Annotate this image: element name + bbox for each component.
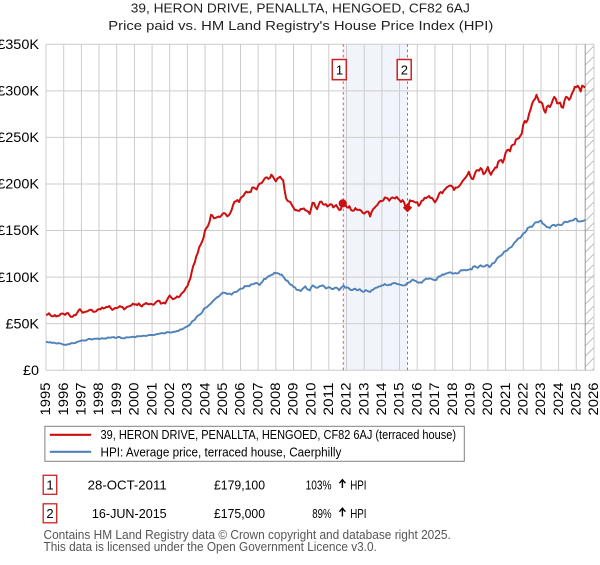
svg-text:2012: 2012	[339, 383, 354, 416]
svg-text:16-JUN-2015: 16-JUN-2015	[92, 506, 167, 521]
svg-text:1998: 1998	[91, 383, 106, 416]
svg-text:2011: 2011	[321, 383, 336, 416]
svg-text:2004: 2004	[197, 382, 212, 416]
svg-text:2026: 2026	[586, 383, 600, 416]
svg-text:HPI: HPI	[350, 506, 366, 521]
svg-text:2000: 2000	[127, 383, 142, 416]
svg-text:2023: 2023	[533, 383, 548, 416]
svg-text:This data is licensed under th: This data is licensed under the Open Gov…	[44, 540, 377, 554]
svg-text:2003: 2003	[180, 383, 195, 416]
svg-text:1995: 1995	[38, 383, 53, 416]
svg-text:HPI: HPI	[350, 477, 366, 492]
svg-text:2022: 2022	[516, 383, 531, 416]
svg-text:1: 1	[46, 477, 53, 492]
svg-text:1999: 1999	[109, 383, 124, 416]
svg-text:Price paid vs. HM Land Registr: Price paid vs. HM Land Registry's House …	[108, 18, 493, 33]
svg-text:2013: 2013	[356, 383, 371, 416]
svg-text:2001: 2001	[144, 383, 159, 416]
svg-text:£200K: £200K	[0, 177, 39, 192]
svg-text:2025: 2025	[569, 383, 584, 416]
svg-text:2009: 2009	[286, 383, 301, 416]
svg-text:£100K: £100K	[0, 270, 39, 285]
svg-text:2: 2	[46, 506, 53, 521]
svg-text:1997: 1997	[74, 383, 89, 416]
svg-text:28-OCT-2011: 28-OCT-2011	[88, 477, 167, 492]
svg-text:1996: 1996	[56, 383, 71, 416]
svg-text:2015: 2015	[392, 383, 407, 416]
svg-text:103%: 103%	[306, 477, 332, 492]
svg-text:£179,100: £179,100	[214, 477, 265, 492]
svg-text:2024: 2024	[551, 382, 566, 416]
svg-text:HPI: Average price, terraced h: HPI: Average price, terraced house, Caer…	[101, 444, 342, 459]
svg-text:2: 2	[401, 63, 408, 78]
svg-text:£150K: £150K	[0, 223, 39, 238]
svg-text:2010: 2010	[303, 383, 318, 416]
svg-text:2021: 2021	[498, 383, 513, 416]
svg-text:2007: 2007	[250, 383, 265, 416]
svg-text:2002: 2002	[162, 383, 177, 416]
svg-text:1: 1	[336, 63, 343, 78]
svg-text:2016: 2016	[409, 383, 424, 416]
svg-text:2020: 2020	[480, 383, 495, 416]
svg-text:£175,000: £175,000	[214, 506, 265, 521]
svg-text:£250K: £250K	[0, 130, 39, 145]
svg-text:2006: 2006	[233, 383, 248, 416]
svg-text:39, HERON DRIVE, PENALLTA, HEN: 39, HERON DRIVE, PENALLTA, HENGOED, CF82…	[131, 1, 470, 16]
svg-text:2017: 2017	[427, 383, 442, 416]
svg-text:£0: £0	[23, 363, 39, 378]
svg-text:39, HERON DRIVE, PENALLTA, HEN: 39, HERON DRIVE, PENALLTA, HENGOED, CF82…	[101, 427, 457, 442]
svg-text:2005: 2005	[215, 383, 230, 416]
svg-text:2018: 2018	[445, 383, 460, 416]
svg-text:2008: 2008	[268, 383, 283, 416]
svg-text:2019: 2019	[463, 383, 478, 416]
svg-text:Contains HM Land Registry data: Contains HM Land Registry data © Crown c…	[44, 528, 451, 542]
svg-text:£300K: £300K	[0, 84, 39, 99]
svg-text:£350K: £350K	[0, 37, 39, 52]
svg-text:£50K: £50K	[6, 316, 40, 331]
svg-text:89%: 89%	[312, 506, 332, 521]
svg-text:2014: 2014	[374, 382, 389, 416]
